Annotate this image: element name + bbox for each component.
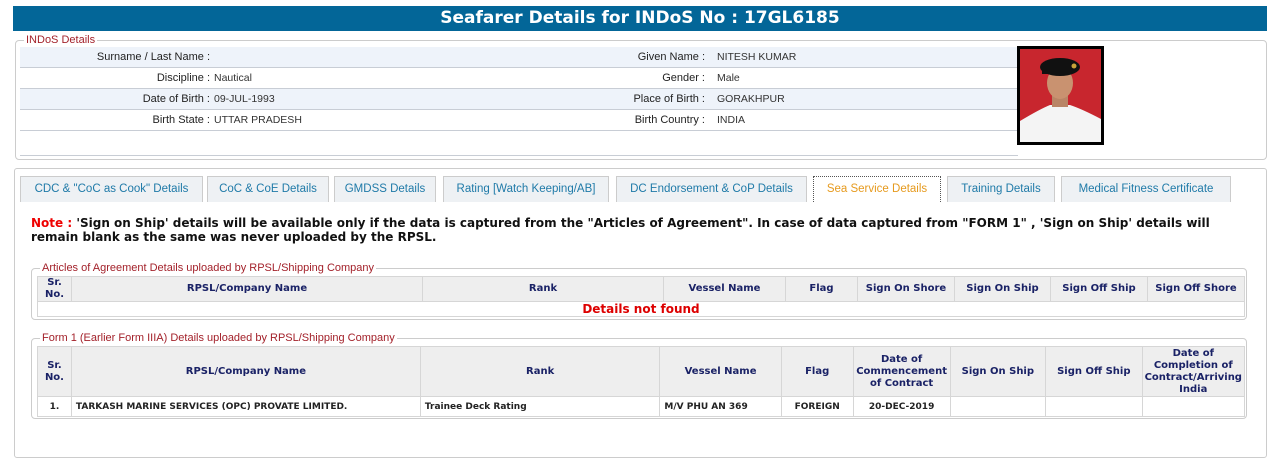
form1-panel: Form 1 (Earlier Form IIIA) Details uploa… (31, 332, 1247, 419)
cell-completion (1141, 396, 1246, 417)
gender-label: Gender : (662, 72, 705, 84)
col-sign-on-shore: Sign On Shore (857, 276, 955, 302)
discipline-value: Nautical (214, 72, 252, 84)
col-sign-on-ship: Sign On Ship (954, 276, 1051, 302)
cell-sign-off-ship (1045, 396, 1143, 417)
col-commencement: Date of Commencement of Contract (852, 346, 951, 397)
detail-row: Birth State : UTTAR PRADESH Birth Country… (20, 110, 1018, 131)
articles-panel: Articles of Agreement Details uploaded b… (31, 262, 1247, 320)
birth-state-value: UTTAR PRADESH (214, 114, 302, 126)
tab-medical-fitness[interactable]: Medical Fitness Certificate (1061, 176, 1231, 202)
details-not-found: Details not found (37, 301, 1245, 317)
given-name-value: NITESH KUMAR (717, 51, 797, 63)
gender-value: Male (717, 72, 740, 84)
cell-vessel: M/V PHU AN 369 (659, 396, 782, 417)
cell-rank: Trainee Deck Rating (419, 396, 661, 417)
dob-value: 09-JUL-1993 (214, 93, 275, 105)
col-company: RPSL/Company Name (71, 276, 423, 302)
cell-commencement: 20-DEC-2019 (852, 396, 951, 417)
col-sr-no: Sr. No. (37, 276, 72, 302)
tab-training[interactable]: Training Details (947, 176, 1055, 202)
tab-cdc[interactable]: CDC & "CoC as Cook" Details (20, 176, 203, 202)
place-of-birth-label: Place of Birth : (633, 93, 705, 105)
col-sign-on-ship: Sign On Ship (949, 346, 1047, 397)
cell-flag: FOREIGN (780, 396, 854, 417)
form1-table: Sr. No. RPSL/Company Name Rank Vessel Na… (37, 346, 1246, 417)
detail-row: Surname / Last Name : Given Name : NITESH… (20, 47, 1018, 68)
col-sign-off-shore: Sign Off Shore (1147, 276, 1245, 302)
discipline-label: Discipline : (156, 72, 210, 84)
col-sr-no: Sr. No. (37, 346, 72, 397)
note-body: 'Sign on Ship' details will be available… (31, 216, 1210, 244)
dob-label: Date of Birth : (142, 93, 210, 105)
tab-rating[interactable]: Rating [Watch Keeping/AB] (443, 176, 609, 202)
col-rank: Rank (419, 346, 661, 397)
birth-country-value: INDIA (717, 114, 746, 126)
note-text: Note : 'Sign on Ship' details will be av… (31, 216, 1231, 244)
form1-legend: Form 1 (Earlier Form IIIA) Details uploa… (40, 332, 397, 345)
surname-label: Surname / Last Name : (96, 51, 210, 63)
articles-table: Sr. No. RPSL/Company Name Rank Vessel Na… (37, 276, 1245, 317)
tab-dc-endorsement[interactable]: DC Endorsement & CoP Details (616, 176, 807, 202)
cell-company: TARKASH MARINE SERVICES (OPC) PROVATE LI… (70, 396, 421, 417)
cell-sign-on-ship (949, 396, 1047, 417)
tab-gmdss[interactable]: GMDSS Details (334, 176, 436, 202)
col-vessel: Vessel Name (659, 346, 782, 397)
table-row: 1. TARKASH MARINE SERVICES (OPC) PROVATE… (37, 396, 1246, 417)
tab-sea-service[interactable]: Sea Service Details (813, 176, 941, 202)
indos-details-panel: INDoS Details Surname / Last Name : Give… (15, 34, 1267, 160)
given-name-label: Given Name : (637, 51, 705, 63)
col-vessel: Vessel Name (663, 276, 786, 302)
indos-legend: INDoS Details (24, 34, 98, 47)
col-flag: Flag (785, 276, 858, 302)
col-flag: Flag (780, 346, 854, 397)
place-of-birth-value: GORAKHPUR (717, 93, 785, 105)
col-sign-off-ship: Sign Off Ship (1045, 346, 1143, 397)
col-completion: Date of Completion of Contract/Arriving … (1141, 346, 1246, 397)
tab-coc-coe[interactable]: CoC & CoE Details (207, 176, 329, 202)
seafarer-photo (1017, 46, 1104, 145)
cell-sr-no: 1. (37, 396, 72, 417)
birth-country-label: Birth Country : (634, 114, 705, 126)
articles-legend: Articles of Agreement Details uploaded b… (40, 262, 377, 275)
col-company: RPSL/Company Name (70, 346, 421, 397)
page-title: Seafarer Details for INDoS No : 17GL6185 (13, 6, 1267, 31)
birth-state-label: Birth State : (152, 114, 210, 126)
note-label: Note : (31, 216, 73, 230)
col-sign-off-ship: Sign Off Ship (1050, 276, 1148, 302)
detail-row: Discipline : Nautical Gender : Male (20, 68, 1018, 89)
detail-row: Date of Birth : 09-JUL-1993 Place of Birt… (20, 89, 1018, 110)
col-rank: Rank (422, 276, 664, 302)
